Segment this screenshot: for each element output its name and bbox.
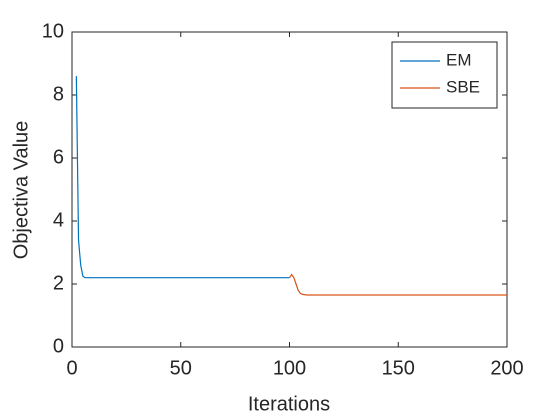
x-axis-label: Iterations (248, 393, 330, 415)
y-tick-label: 4 (53, 209, 64, 231)
x-tick-label: 0 (66, 357, 77, 379)
legend-box (391, 41, 498, 109)
x-tick-label: 200 (490, 357, 523, 379)
y-tick-label: 2 (53, 272, 64, 294)
line (289, 273, 507, 296)
legend-label: SBE (446, 77, 480, 96)
y-tick-label: 10 (42, 20, 64, 42)
x-tick-label: 50 (170, 357, 192, 379)
y-tick-label: 6 (53, 146, 64, 168)
legend-label: EM (446, 50, 472, 69)
x-tick-label: 100 (273, 357, 306, 379)
y-tick-label: 0 (53, 335, 64, 357)
y-axis-label: Objectiva Value (10, 121, 32, 260)
y-tick-label: 8 (53, 83, 64, 105)
line (75, 76, 290, 279)
x-tick-label: 150 (382, 357, 415, 379)
